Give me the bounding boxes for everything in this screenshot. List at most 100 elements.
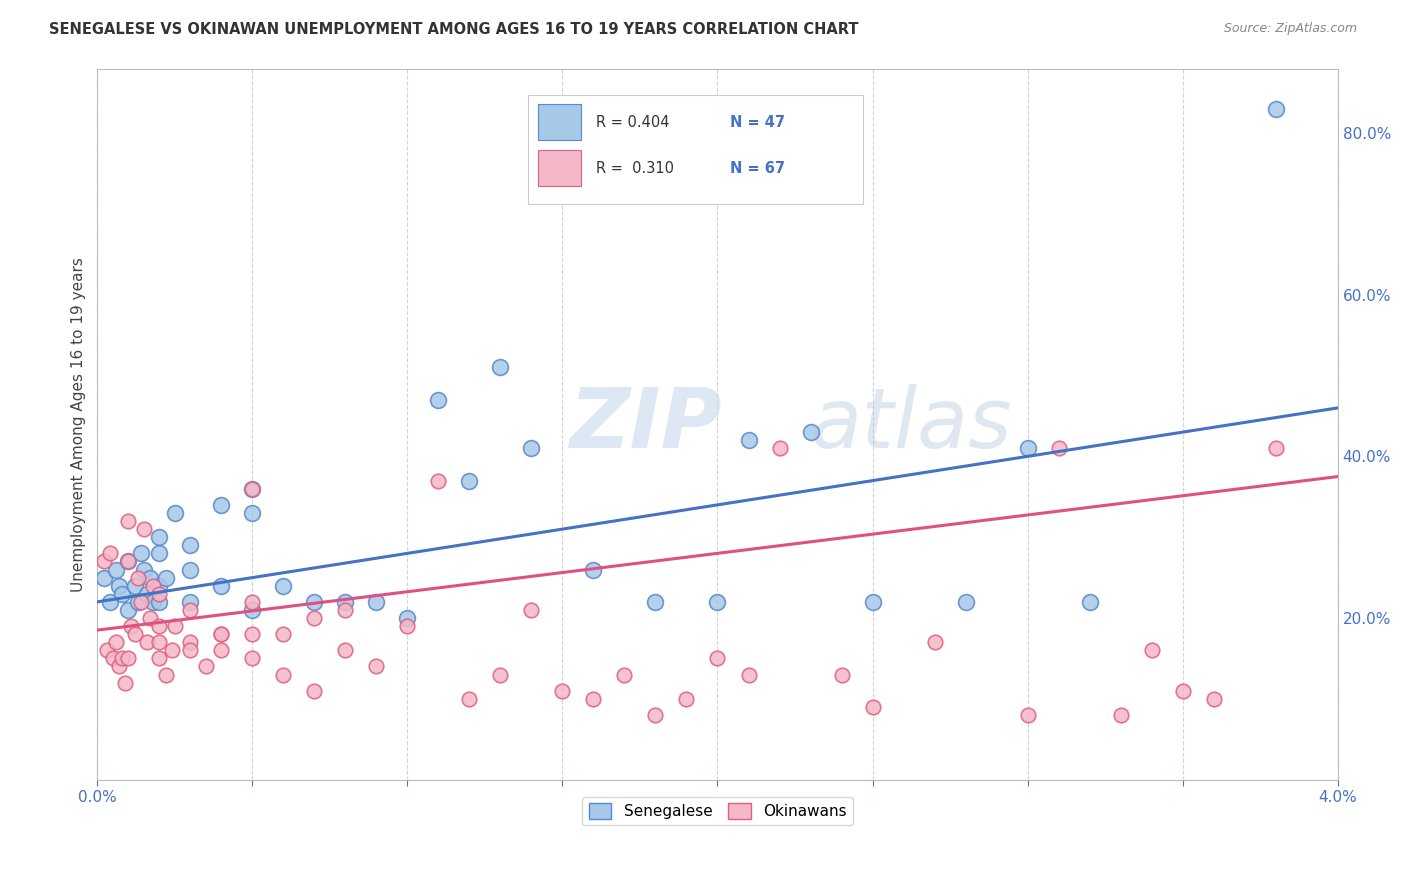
Point [209,498,232,512]
Point [304,683,326,698]
Point [179,643,201,657]
Point [98,595,121,609]
Point [98,546,121,560]
Point [155,667,177,681]
Point [304,595,326,609]
Point [335,643,357,657]
Point [613,667,636,681]
Point [108,659,131,673]
Point [1264,102,1286,116]
Point [737,434,759,448]
Point [1264,442,1286,456]
Point [366,659,388,673]
Point [179,562,201,576]
Point [1109,708,1132,723]
Point [737,667,759,681]
Point [148,595,170,609]
Point [799,425,821,439]
Point [1047,442,1070,456]
Point [242,603,264,617]
Point [148,530,170,544]
Text: atlas: atlas [810,384,1012,465]
Point [644,595,666,609]
Text: ZIP: ZIP [568,384,721,465]
Point [117,514,139,528]
Point [582,562,605,576]
Point [242,595,264,609]
Point [209,579,232,593]
Point [163,619,186,633]
Point [242,482,264,496]
Point [366,595,388,609]
Point [148,635,170,649]
Point [273,579,295,593]
Point [242,506,264,520]
FancyBboxPatch shape [537,150,581,186]
Point [706,651,728,665]
Y-axis label: Unemployment Among Ages 16 to 19 years: Unemployment Among Ages 16 to 19 years [72,257,86,591]
Point [520,603,543,617]
Point [142,595,165,609]
Point [194,659,217,673]
Point [111,587,134,601]
Point [148,546,170,560]
Point [132,562,155,576]
Point [458,691,481,706]
Point [273,667,295,681]
Point [117,554,139,568]
Point [129,546,152,560]
Point [127,571,149,585]
Point [396,619,419,633]
Point [93,554,115,568]
Point [139,611,162,625]
Point [155,571,177,585]
Text: Source: ZipAtlas.com: Source: ZipAtlas.com [1223,22,1357,36]
Point [924,635,946,649]
Point [127,595,149,609]
Point [136,587,159,601]
Point [160,643,183,657]
Point [304,611,326,625]
Point [489,667,512,681]
Point [124,579,146,593]
Point [706,595,728,609]
Point [101,651,124,665]
Point [148,587,170,601]
Point [93,571,115,585]
Point [489,360,512,375]
Point [117,603,139,617]
Text: SENEGALESE VS OKINAWAN UNEMPLOYMENT AMONG AGES 16 TO 19 YEARS CORRELATION CHART: SENEGALESE VS OKINAWAN UNEMPLOYMENT AMON… [49,22,859,37]
Point [427,474,450,488]
FancyBboxPatch shape [537,104,581,140]
Point [209,627,232,641]
Point [148,579,170,593]
Point [179,635,201,649]
Point [148,651,170,665]
Point [132,522,155,536]
Point [242,482,264,496]
Point [104,635,127,649]
Point [163,506,186,520]
Point [862,595,884,609]
Point [108,579,131,593]
Point [96,643,118,657]
Point [273,627,295,641]
Point [1017,708,1039,723]
Point [179,603,201,617]
Point [142,579,165,593]
Point [955,595,977,609]
Text: R =  0.310: R = 0.310 [596,161,673,177]
Text: N = 67: N = 67 [730,161,785,177]
Point [114,675,136,690]
Point [1202,691,1225,706]
Point [458,474,481,488]
Point [396,611,419,625]
Point [862,699,884,714]
Point [427,392,450,407]
Point [129,595,152,609]
Point [831,667,853,681]
Point [675,691,697,706]
Point [644,708,666,723]
Point [111,651,134,665]
Point [1140,643,1163,657]
